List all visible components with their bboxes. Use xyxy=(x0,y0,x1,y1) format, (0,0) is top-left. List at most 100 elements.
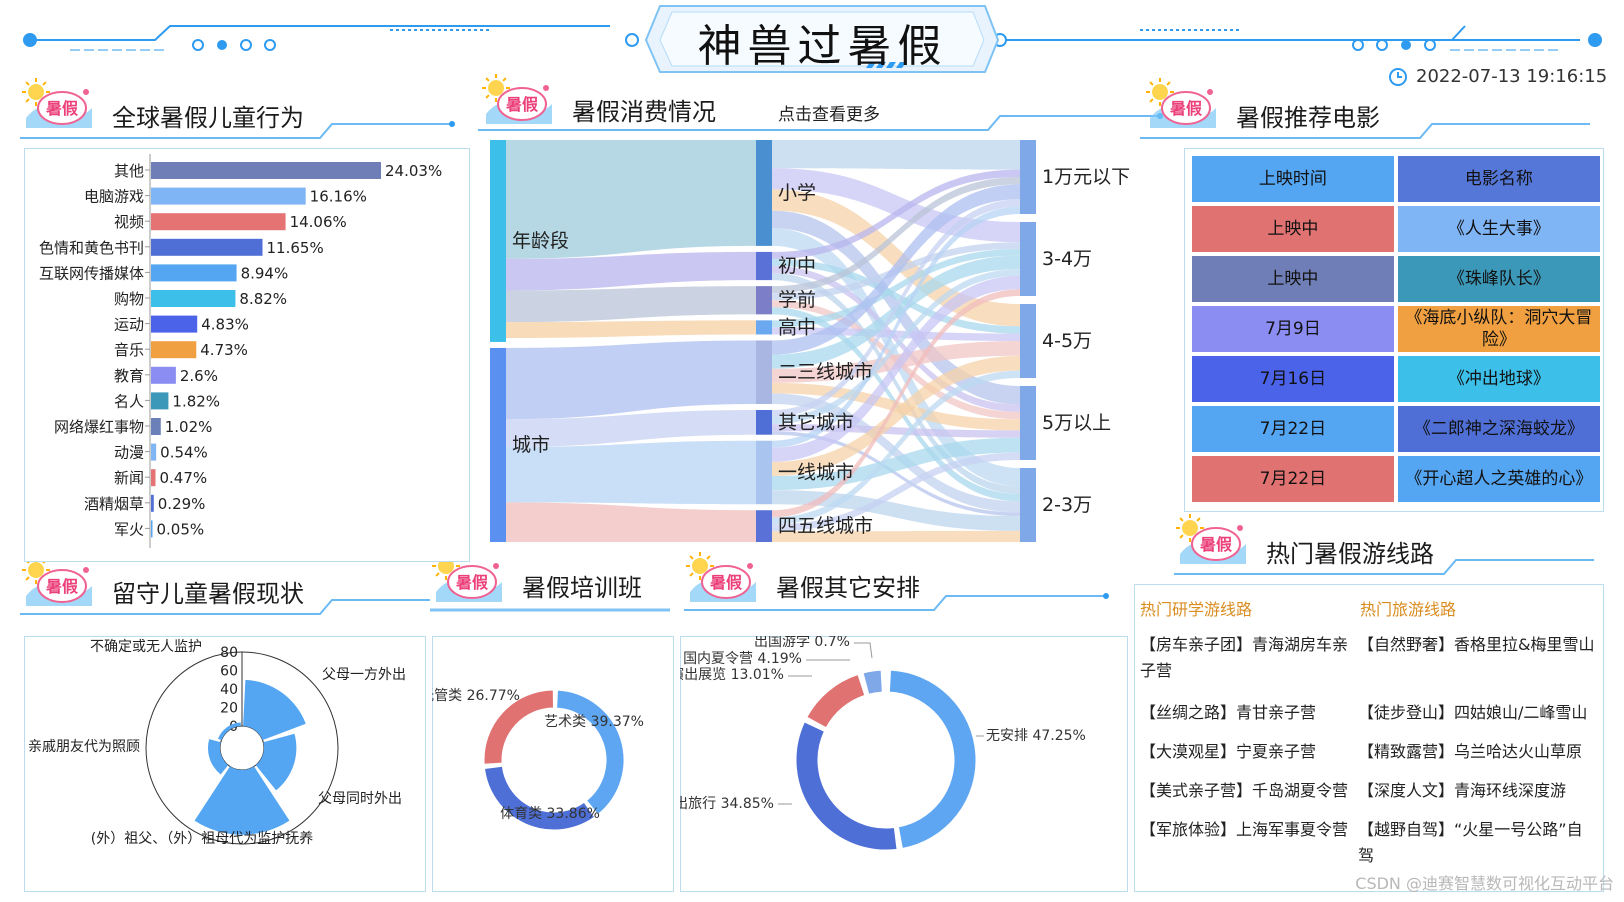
table-row[interactable]: 上映中 《人生大事》 xyxy=(1192,206,1600,252)
donut-slice xyxy=(483,689,554,765)
sankey-node-label: 学前 xyxy=(778,289,816,311)
sankey-link xyxy=(772,393,1020,513)
badge-cloud xyxy=(701,565,751,599)
sankey-node xyxy=(1020,140,1036,214)
release-time-cell: 7月16日 xyxy=(1192,356,1394,402)
sankey-link xyxy=(772,184,1020,355)
behavior-bar-chart: 其他 24.03% 电脑游戏 16.16% 视频 14.06% 色情和黄色书刊 11.65% 互… xyxy=(39,154,442,548)
sankey-link xyxy=(772,269,1020,425)
title-underline xyxy=(1140,123,1590,139)
sankey-link xyxy=(506,410,756,447)
sun-ray xyxy=(689,572,694,577)
bar xyxy=(151,366,176,384)
sun-shape xyxy=(28,84,44,100)
sankey-node xyxy=(490,140,506,342)
polar-tick-label: 40 xyxy=(220,682,238,698)
donut-label: 国内夏令营 4.19% xyxy=(683,651,802,667)
sankey-link xyxy=(772,258,1020,334)
table-row[interactable]: 7月22日 《开心超人之英雄的心》 xyxy=(1192,456,1600,502)
view-more-link[interactable]: 点击查看更多 xyxy=(778,105,880,125)
table-row[interactable]: 上映中 《珠峰队长》 xyxy=(1192,256,1600,302)
title-underline xyxy=(478,113,1163,131)
donut-slice xyxy=(888,669,977,850)
summer-badge-icon: 暑假 xyxy=(482,74,554,128)
badge-art: 暑假 xyxy=(686,552,756,602)
title-underline xyxy=(684,593,1109,611)
movie-name-cell: 《二郎神之深海蛟龙》 xyxy=(1397,406,1600,452)
bar-category-label: 其他 xyxy=(114,162,144,180)
badge-dot xyxy=(493,563,499,569)
study-route-item[interactable]: 【军旅体验】上海军事夏令营 xyxy=(1140,820,1349,839)
bar xyxy=(151,187,306,205)
bar-category-label: 视频 xyxy=(114,213,144,231)
sankey-link xyxy=(506,440,756,505)
sun-shape xyxy=(28,562,44,578)
bar-value-label: 14.06% xyxy=(290,213,347,231)
polar-tick-label: 20 xyxy=(220,701,238,717)
clock-icon xyxy=(1389,67,1407,86)
sankey-link xyxy=(772,266,1020,412)
sankey-link xyxy=(506,140,756,259)
sun-ray xyxy=(1179,517,1184,522)
sun-ray xyxy=(1149,98,1154,103)
summer-badge-icon: 暑假 xyxy=(432,552,504,606)
travel-route-item[interactable]: 【精致露营】乌兰哈达火山草原 xyxy=(1358,742,1583,761)
badge-text: 暑假 xyxy=(455,573,489,592)
donut-slice xyxy=(483,765,596,831)
bar xyxy=(151,264,237,282)
sankey-link xyxy=(772,437,1020,491)
sankey-link xyxy=(772,169,1020,259)
sun-ray xyxy=(1179,534,1184,539)
column-header: 电影名称 xyxy=(1397,156,1600,202)
sankey-link xyxy=(772,177,1020,294)
column-header: 上映时间 xyxy=(1192,156,1394,202)
sun-shape xyxy=(438,558,454,574)
donut-label-line xyxy=(854,642,873,659)
bar-category-label: 运动 xyxy=(114,316,144,334)
polar-bar xyxy=(194,766,290,835)
table-row[interactable]: 7月16日 《冲出地球》 xyxy=(1192,356,1600,402)
travel-route-item[interactable]: 【徒步登山】四姑娘山/二峰雪山 xyxy=(1358,703,1588,722)
travel-route-item[interactable]: 【自然野奢】香格里拉&梅里雪山 xyxy=(1358,635,1595,654)
section-title-routes: 热门暑假游线路 xyxy=(1266,540,1434,568)
badge-art: 暑假 xyxy=(1146,78,1216,128)
bar-category-label: 新闻 xyxy=(114,469,144,487)
movie-name-cell: 《珠峰队长》 xyxy=(1397,256,1600,302)
badge-cloud xyxy=(1161,91,1211,125)
sankey-link xyxy=(772,275,1020,462)
study-route-item[interactable]: 【丝绸之路】青甘亲子营 xyxy=(1140,703,1317,722)
sankey-link xyxy=(772,431,1020,517)
sankey-link xyxy=(772,199,1020,418)
table-row[interactable]: 7月9日 《海底小纵队：洞穴大冒险》 xyxy=(1192,306,1600,352)
travel-route-item[interactable]: 【深度人文】青海环线深度游 xyxy=(1358,781,1567,800)
sankey-node-label: 初中 xyxy=(778,255,816,277)
travel-route-item[interactable]: 【越野自驾】“火星一号公路”自驾 xyxy=(1358,820,1583,865)
badge-dot xyxy=(747,563,753,569)
donut-slice xyxy=(556,689,625,816)
sun-ray xyxy=(1196,517,1201,522)
sankey-link xyxy=(772,289,1020,518)
bar xyxy=(151,469,156,487)
study-route-item[interactable]: 【房车亲子团】青海湖房车亲子营 xyxy=(1140,635,1349,680)
sankey-link xyxy=(772,273,1020,494)
bar-value-label: 4.83% xyxy=(201,316,249,334)
study-route-item[interactable]: 【美式亲子营】千岛湖夏令营 xyxy=(1140,781,1349,800)
table-row[interactable]: 7月22日 《二郎神之深海蛟龙》 xyxy=(1192,406,1600,452)
sankey-link xyxy=(772,206,1020,448)
sankey-node-label: 小学 xyxy=(778,182,816,204)
sankey-node xyxy=(1020,304,1036,378)
sankey-node-label: 高中 xyxy=(778,316,816,338)
badge-dot xyxy=(83,89,89,95)
summer-badge-icon: 暑假 xyxy=(1176,514,1248,568)
sankey-link xyxy=(772,140,1020,170)
bar xyxy=(151,290,236,307)
polar-category-label: 亲戚朋友代为照顾 xyxy=(28,739,140,755)
polar-bar xyxy=(217,722,241,741)
sankey-link xyxy=(506,340,756,420)
badge-cloud xyxy=(37,91,87,125)
bar xyxy=(151,341,197,359)
section-title-movies: 暑假推荐电影 xyxy=(1236,104,1380,132)
sankey-link xyxy=(772,248,1020,328)
study-route-item[interactable]: 【大漠观星】宁夏亲子营 xyxy=(1140,742,1317,761)
page-title: 神兽过暑假 xyxy=(697,21,948,72)
